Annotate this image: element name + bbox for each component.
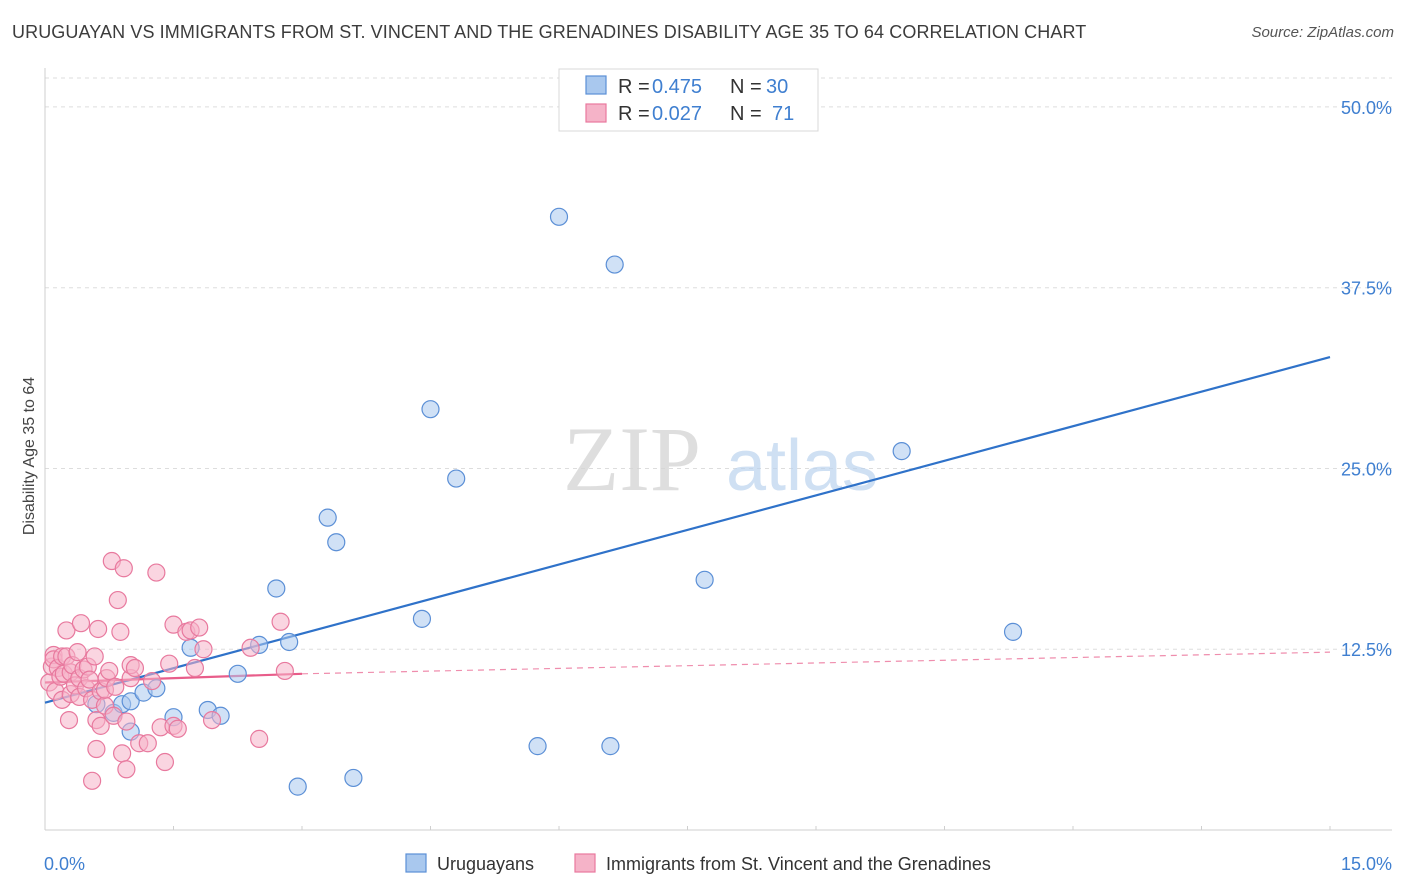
- point-pink-66: [250, 729, 269, 748]
- axes: [44, 68, 1392, 831]
- point-pink-10: [57, 621, 76, 640]
- legend-r-label-2: R =: [618, 103, 655, 125]
- legend-r-value-1: 0.475: [652, 76, 702, 98]
- y-tick-label-1: 25.0%: [1341, 459, 1392, 479]
- point-pink-36: [100, 661, 119, 681]
- watermark: ZIP atlas: [563, 408, 878, 510]
- point-pink-51: [142, 671, 162, 691]
- point-blue-19: [412, 609, 432, 628]
- point-pink-43: [114, 559, 133, 578]
- point-pink-52: [147, 563, 166, 582]
- y-axis-label: Disability Age 35 to 64: [21, 377, 38, 535]
- point-blue-22: [528, 737, 547, 756]
- point-pink-12: [59, 710, 79, 730]
- point-pink-61: [185, 658, 205, 678]
- point-pink-17: [68, 643, 87, 662]
- point-pink-20: [71, 614, 91, 633]
- series-legend: Uruguayans Immigrants from St. Vincent a…: [405, 853, 991, 874]
- trend-extension-pink: [301, 651, 1331, 675]
- point-pink-68: [275, 661, 294, 681]
- point-blue-25: [605, 255, 624, 274]
- point-blue-28: [1003, 622, 1023, 641]
- data-points: [40, 207, 1023, 796]
- point-blue-16: [318, 508, 337, 527]
- x-tick-label-0: 0.0%: [44, 854, 85, 874]
- legend-n-label-1: N =: [730, 76, 767, 98]
- point-pink-44: [117, 712, 136, 731]
- y-tick-label-0: 12.5%: [1341, 640, 1392, 660]
- point-pink-39: [106, 677, 125, 696]
- point-pink-55: [160, 654, 179, 673]
- bottom-legend-swatch-pink: [574, 853, 596, 873]
- svg-text:R = 0.475 N =: R = 0.475 N = 30: [618, 76, 788, 98]
- point-pink-42: [112, 744, 132, 763]
- bottom-legend-label-blue: Uruguayans: [437, 854, 534, 874]
- point-pink-58: [168, 719, 187, 738]
- point-pink-48: [125, 658, 145, 678]
- point-pink-32: [91, 716, 110, 735]
- legend-swatch-pink: [585, 103, 607, 123]
- point-blue-15: [288, 777, 307, 796]
- point-blue-20: [421, 400, 440, 419]
- point-pink-41: [111, 622, 130, 641]
- point-pink-64: [202, 710, 222, 730]
- point-pink-26: [83, 771, 102, 790]
- point-pink-27: [85, 647, 104, 666]
- point-blue-27: [892, 442, 911, 461]
- point-pink-50: [138, 734, 157, 753]
- point-pink-45: [117, 760, 136, 779]
- point-blue-18: [344, 768, 363, 788]
- source-credit: Source: ZipAtlas.com: [1251, 24, 1394, 41]
- legend-r-label-1: R =: [618, 76, 655, 98]
- point-blue-17: [327, 533, 346, 552]
- point-blue-14: [280, 632, 299, 652]
- bottom-legend-label-pink: Immigrants from St. Vincent and the Gren…: [606, 854, 991, 874]
- y-tick-label-2: 37.5%: [1341, 279, 1392, 299]
- svg-text:R = 0.027 N =: R = 0.027 N = 71: [618, 103, 794, 125]
- point-pink-40: [108, 590, 127, 610]
- point-blue-26: [695, 570, 714, 589]
- watermark-atlas: atlas: [726, 426, 878, 506]
- point-pink-54: [155, 752, 175, 772]
- point-blue-11: [228, 664, 247, 683]
- point-pink-65: [241, 638, 260, 657]
- legend-n-value-2: 71: [772, 103, 794, 125]
- point-blue-13: [267, 579, 286, 598]
- point-blue-24: [601, 737, 620, 756]
- point-blue-23: [549, 207, 569, 226]
- point-pink-62: [190, 618, 209, 637]
- tick-labels: 12.5% 25.0% 37.5% 50.0% 0.0% 15.0%: [44, 98, 1392, 874]
- legend-n-label-2: N =: [730, 103, 767, 125]
- point-pink-63: [194, 640, 213, 659]
- point-blue-21: [447, 469, 466, 488]
- legend-n-value-1: 30: [766, 76, 788, 98]
- point-pink-29: [87, 739, 106, 759]
- y-tick-label-3: 50.0%: [1341, 98, 1392, 118]
- watermark-zip: ZIP: [563, 408, 701, 510]
- legend: R = 0.475 N = 30 R = 0.027 N = 71: [558, 68, 819, 132]
- point-pink-30: [89, 619, 108, 639]
- point-pink-67: [271, 612, 290, 631]
- chart-title: URUGUAYAN VS IMMIGRANTS FROM ST. VINCENT…: [12, 22, 1087, 42]
- legend-r-value-2: 0.027: [652, 103, 702, 125]
- x-tick-label-1: 15.0%: [1341, 854, 1392, 874]
- legend-swatch-blue: [585, 75, 607, 95]
- bottom-legend-swatch-blue: [405, 853, 427, 873]
- gridlines: [45, 77, 1392, 650]
- point-blue-3: [121, 692, 140, 711]
